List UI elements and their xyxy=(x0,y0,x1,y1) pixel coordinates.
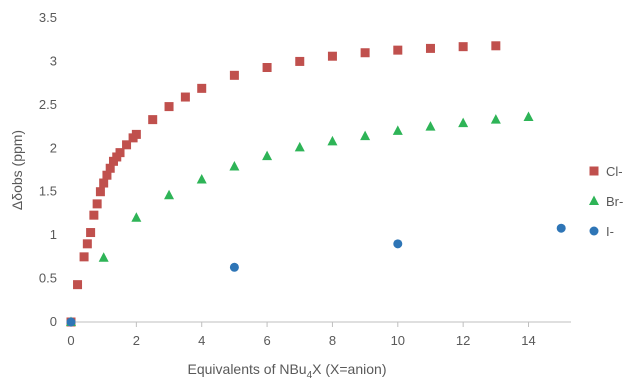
data-point xyxy=(73,280,83,290)
y-tick-label: 2.5 xyxy=(39,97,57,112)
data-point xyxy=(105,163,115,173)
data-point xyxy=(393,45,403,55)
legend-marker xyxy=(589,166,599,176)
x-tick-label: 6 xyxy=(263,333,270,348)
legend-label: Br- xyxy=(606,194,623,209)
x-axis-ticks: 0 2 4 6 8 10 12 14 xyxy=(67,322,536,348)
data-point xyxy=(95,187,105,197)
data-point xyxy=(98,252,109,262)
data-point xyxy=(122,140,132,150)
data-points xyxy=(66,41,566,327)
series-i xyxy=(66,223,566,327)
data-point xyxy=(556,223,566,233)
data-point xyxy=(148,115,158,125)
data-point xyxy=(197,83,207,93)
data-point xyxy=(458,117,469,128)
data-point xyxy=(392,125,403,135)
data-point xyxy=(458,42,468,52)
legend-item: Br- xyxy=(589,194,623,209)
data-point xyxy=(262,150,273,161)
legend-label: I- xyxy=(606,224,614,239)
data-point xyxy=(327,135,338,146)
data-point xyxy=(164,102,174,112)
data-point xyxy=(327,51,337,61)
data-point xyxy=(229,262,239,272)
x-tick-label: 8 xyxy=(329,333,336,348)
y-tick-label: 1.5 xyxy=(39,184,57,199)
data-point xyxy=(89,210,99,220)
x-tick-label: 14 xyxy=(521,333,535,348)
y-tick-label: 2 xyxy=(50,140,57,155)
y-tick-label: 3 xyxy=(50,53,57,68)
y-tick-label: 1 xyxy=(50,227,57,242)
legend: Cl- Br- I- xyxy=(589,164,623,239)
data-point xyxy=(66,317,76,327)
data-point xyxy=(425,43,435,53)
x-axis-label: Equivalents of NBu4X (X=anion) xyxy=(188,361,387,381)
data-point xyxy=(491,41,501,51)
y-tick-label: 0.5 xyxy=(39,271,57,286)
data-point xyxy=(360,130,371,141)
y-axis-ticks: 0 0.5 1 1.5 2 2.5 3 3.5 xyxy=(39,10,57,329)
data-point xyxy=(99,178,109,188)
y-tick-label: 3.5 xyxy=(39,10,57,25)
series-br xyxy=(66,111,534,326)
data-point xyxy=(180,92,190,102)
x-tick-label: 10 xyxy=(391,333,405,348)
x-axis-label-suffix: X (X=anion) xyxy=(312,361,386,377)
legend-label: Cl- xyxy=(606,164,623,179)
data-point xyxy=(131,212,142,222)
data-point xyxy=(79,252,89,262)
data-point xyxy=(115,148,125,158)
data-point xyxy=(164,189,175,200)
x-tick-label: 12 xyxy=(456,333,470,348)
data-point xyxy=(523,111,534,122)
legend-item: Cl- xyxy=(589,164,623,179)
data-point xyxy=(229,70,239,80)
data-point xyxy=(295,56,305,66)
data-point xyxy=(86,228,96,238)
legend-marker xyxy=(589,195,599,205)
y-axis-label: Δδobs (ppm) xyxy=(9,130,25,210)
data-point xyxy=(490,114,501,124)
data-point xyxy=(82,239,92,249)
data-point xyxy=(425,121,436,131)
legend-item: I- xyxy=(589,224,614,239)
data-point xyxy=(229,161,240,171)
data-point xyxy=(294,141,305,152)
data-point xyxy=(262,63,272,73)
x-tick-label: 0 xyxy=(67,333,74,348)
data-point xyxy=(393,239,403,249)
data-point xyxy=(196,174,207,184)
x-tick-label: 2 xyxy=(133,333,140,348)
x-axis-label-subscript: 4 xyxy=(307,370,313,381)
data-point xyxy=(131,129,141,139)
series-cl xyxy=(66,41,501,327)
legend-marker xyxy=(589,226,599,236)
data-point xyxy=(92,199,102,209)
x-tick-label: 4 xyxy=(198,333,205,348)
data-point xyxy=(102,170,112,180)
y-tick-label: 0 xyxy=(50,314,57,329)
data-point xyxy=(360,48,370,58)
x-axis-label-prefix: Equivalents of NBu xyxy=(188,361,307,377)
